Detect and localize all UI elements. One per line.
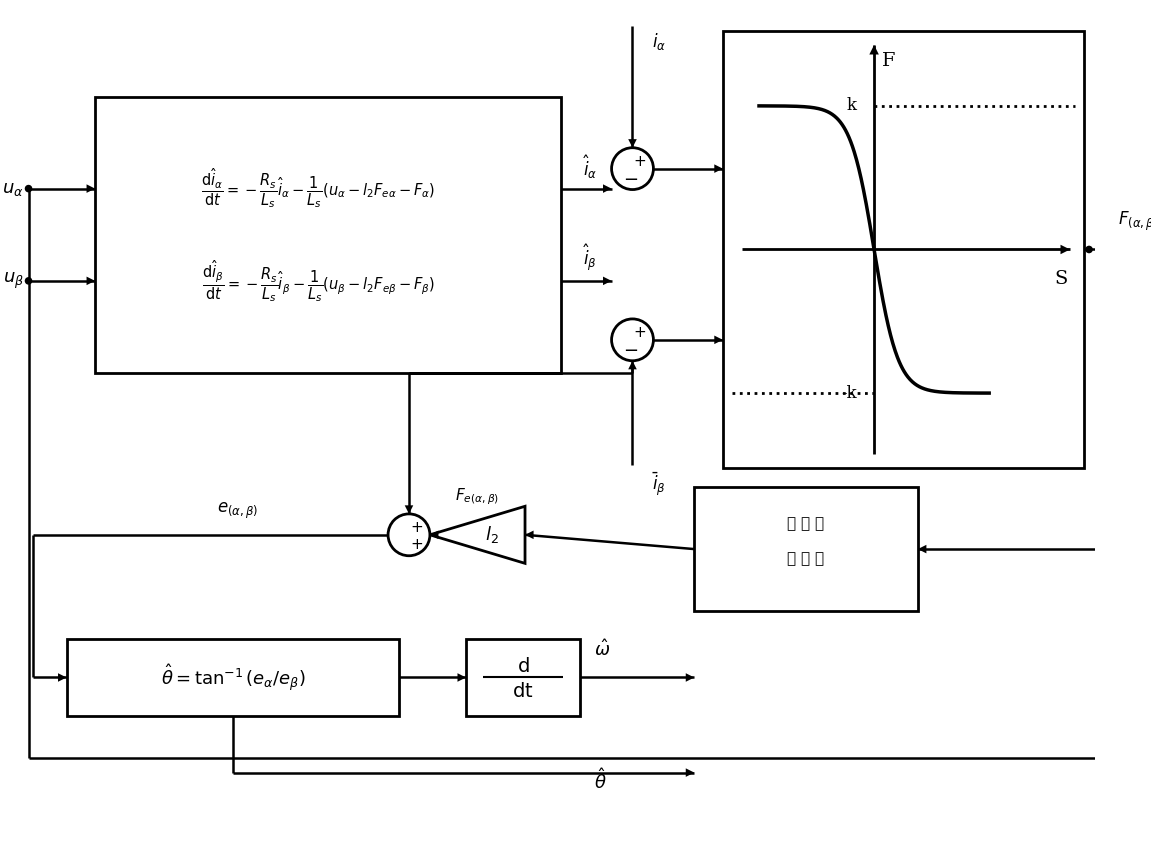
Polygon shape — [430, 530, 439, 539]
Text: $u_{\alpha}$: $u_{\alpha}$ — [2, 180, 24, 198]
Text: $\hat{\omega}$: $\hat{\omega}$ — [594, 640, 611, 661]
Text: F: F — [882, 52, 895, 69]
Polygon shape — [1060, 245, 1070, 254]
Text: $\hat{i}_{\beta}$: $\hat{i}_{\beta}$ — [582, 242, 596, 273]
Text: $\dfrac{\mathrm{d}\hat{i}_{\alpha}}{\mathrm{d}t}=-\dfrac{R_s}{L_s}\hat{i}_{\alph: $\dfrac{\mathrm{d}\hat{i}_{\alpha}}{\mat… — [201, 167, 436, 211]
Text: $F_{e(\alpha,\beta)}$: $F_{e(\alpha,\beta)}$ — [456, 486, 500, 507]
Text: 反 电 势: 反 电 势 — [787, 516, 824, 531]
Polygon shape — [405, 505, 413, 514]
Text: $-$: $-$ — [623, 340, 638, 358]
Text: $\dfrac{\mathrm{d}\hat{i}_{\beta}}{\mathrm{d}t}=-\dfrac{R_s}{L_s}\hat{i}_{\beta}: $\dfrac{\mathrm{d}\hat{i}_{\beta}}{\math… — [201, 258, 435, 304]
Bar — [723, 30, 1084, 468]
Text: $\hat{i}_{\alpha}$: $\hat{i}_{\alpha}$ — [582, 154, 597, 181]
Polygon shape — [686, 768, 694, 777]
Text: 观 测 器: 观 测 器 — [787, 551, 824, 566]
Polygon shape — [603, 277, 611, 286]
Text: S: S — [1054, 271, 1067, 288]
Polygon shape — [917, 545, 927, 554]
Text: +: + — [634, 154, 647, 168]
Text: $u_{\beta}$: $u_{\beta}$ — [2, 271, 24, 291]
Text: $\bar{i}_{\beta}$: $\bar{i}_{\beta}$ — [651, 470, 665, 497]
Circle shape — [24, 277, 32, 285]
Circle shape — [1085, 246, 1092, 253]
Polygon shape — [58, 674, 67, 681]
Circle shape — [24, 185, 32, 193]
Polygon shape — [86, 277, 96, 286]
Text: +: + — [634, 325, 647, 339]
Polygon shape — [457, 674, 466, 681]
Polygon shape — [628, 139, 637, 148]
Text: k: k — [847, 97, 857, 115]
Text: +: + — [410, 536, 422, 552]
Text: $\rm{d}t$: $\rm{d}t$ — [512, 682, 534, 701]
Polygon shape — [628, 361, 637, 369]
Text: $e_{(\alpha,\beta)}$: $e_{(\alpha,\beta)}$ — [218, 500, 259, 521]
Text: $l_2$: $l_2$ — [485, 524, 498, 545]
Bar — [694, 487, 917, 611]
Text: $i_{\alpha}$: $i_{\alpha}$ — [651, 30, 665, 52]
Polygon shape — [603, 184, 611, 193]
Text: $\hat{\theta} = \tan^{-1}(e_{\alpha}/e_{\beta})$: $\hat{\theta} = \tan^{-1}(e_{\alpha}/e_{… — [161, 662, 305, 693]
Polygon shape — [86, 184, 96, 193]
Text: $-$: $-$ — [623, 169, 638, 187]
Text: $\hat{\theta}$: $\hat{\theta}$ — [594, 768, 607, 792]
Polygon shape — [869, 45, 879, 55]
Polygon shape — [686, 674, 694, 681]
Bar — [67, 640, 399, 715]
Polygon shape — [715, 164, 723, 173]
Text: +: + — [410, 520, 422, 535]
Bar — [466, 640, 580, 715]
Text: -k: -k — [841, 385, 857, 402]
Text: $F_{(\alpha,\beta)}$: $F_{(\alpha,\beta)}$ — [1118, 209, 1151, 233]
Text: $\rm{d}$: $\rm{d}$ — [517, 656, 529, 675]
Bar — [96, 97, 562, 373]
Polygon shape — [715, 336, 723, 344]
Polygon shape — [525, 530, 534, 539]
